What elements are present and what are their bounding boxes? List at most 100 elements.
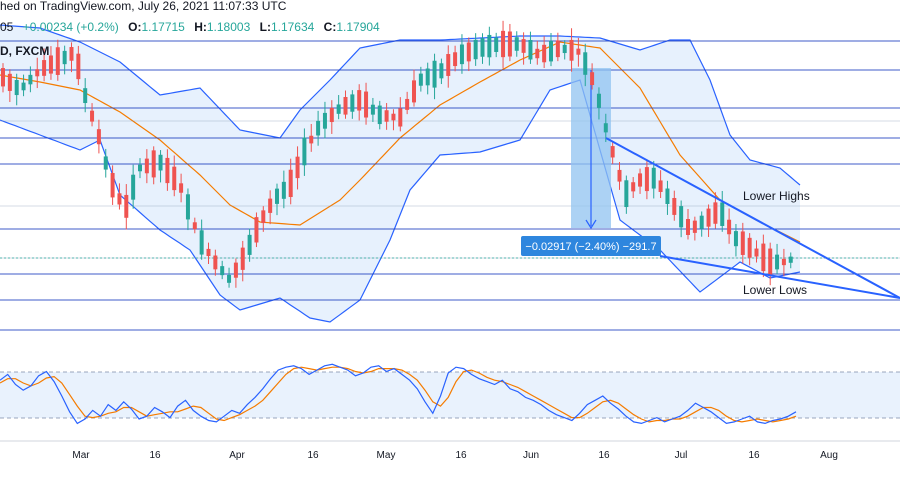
candle-body [720, 202, 725, 226]
candle-body [364, 91, 369, 118]
candle-body [439, 63, 444, 79]
candle-body [528, 39, 533, 60]
candle-body [83, 88, 88, 104]
candle-body [206, 248, 211, 257]
candle-body [131, 174, 136, 200]
candle-body [96, 129, 101, 145]
candle-body [775, 254, 780, 270]
candle-body [494, 37, 499, 52]
candle-body [261, 210, 266, 224]
x-tick-label: Jun [523, 450, 539, 461]
candle-body [542, 44, 547, 63]
candle-body [617, 169, 622, 182]
candle-body [275, 188, 279, 204]
candle-body [377, 105, 382, 125]
candle-body [583, 52, 588, 75]
candle-body [117, 193, 122, 205]
candle-body [199, 230, 204, 255]
header-change: +0.00234 (+0.2%) [23, 20, 119, 34]
header-price-prefix: 05 [0, 20, 14, 34]
x-axis: Mar 16 Apr 16 May 16 Jun 16 Jul 16 Aug [0, 440, 900, 461]
candle-body [768, 248, 773, 276]
candle-body [268, 198, 273, 213]
measure-tool [571, 68, 611, 230]
candle-body [343, 96, 348, 115]
stochastic-oscillator [0, 363, 900, 425]
header-open: 1.17715 [141, 20, 185, 34]
measure-label-bg [521, 236, 661, 256]
horizontal-levels [0, 40, 900, 331]
candle-body [179, 183, 184, 193]
candle-body [549, 40, 553, 62]
x-tick-label: 16 [748, 450, 760, 461]
x-tick-label: Jul [675, 450, 688, 461]
x-tick-label: 16 [149, 450, 161, 461]
candle-body [418, 73, 423, 86]
candle-body [69, 47, 74, 61]
candle-body [487, 34, 492, 58]
lower-lows-label: Lower Lows [743, 283, 807, 297]
x-tick-label: Apr [229, 450, 245, 461]
candle-body [158, 154, 163, 171]
candlesticks [1, 20, 793, 288]
candle-body [603, 123, 608, 133]
measure-label: −0.02917 (−2.40%) −291.7 [525, 241, 656, 253]
candle-body [295, 156, 300, 179]
candle-body [535, 48, 540, 59]
header-published-line: hed on TradingView.com, July 26, 2021 11… [0, 0, 287, 13]
candle-body [569, 39, 574, 61]
candle-body [336, 104, 341, 114]
candle-body [138, 164, 142, 172]
candle-body [459, 44, 464, 65]
candle-body [247, 234, 252, 255]
measure-arrow-head [585, 219, 597, 230]
candle-body [124, 194, 129, 218]
x-tick-label: Mar [72, 450, 90, 461]
header-close: 1.17904 [336, 20, 380, 34]
candle-body [55, 47, 60, 75]
x-tick-label: Aug [820, 450, 838, 461]
candle-body [706, 208, 711, 227]
candle-body [42, 60, 47, 76]
candle-body [357, 90, 362, 111]
candle-body [76, 53, 81, 80]
header-quote-line: 05 +0.00234 (+0.2%) O:1.17715 H:1.18003 … [0, 20, 380, 34]
candle-body [740, 231, 745, 255]
x-tick-label: 16 [455, 450, 467, 461]
candle-body [624, 180, 629, 208]
candle-body [309, 135, 314, 144]
candle-body [658, 180, 663, 192]
candle-body [233, 262, 238, 278]
candle-body [240, 247, 245, 270]
candle-body [28, 74, 33, 85]
candle-body [480, 38, 485, 57]
candle-body [733, 231, 738, 247]
candle-body [761, 243, 766, 272]
candle-body [220, 266, 225, 276]
candle-body [329, 107, 334, 123]
candle-body [562, 44, 567, 54]
candle-body [302, 137, 307, 166]
candle-body [644, 167, 649, 192]
candle-body [405, 98, 410, 110]
candle-body [686, 219, 690, 235]
candle-body [14, 80, 19, 96]
candle-body [254, 217, 259, 243]
candle-body [576, 48, 581, 55]
candle-body [713, 202, 718, 224]
candle-body [555, 40, 560, 58]
candle-body [192, 222, 197, 230]
stochastic-k-line [0, 363, 797, 425]
lower-lows-trendline [659, 255, 900, 299]
header-symbol: D, FXCM [0, 44, 49, 58]
candle-body [514, 37, 519, 51]
candle-body [446, 54, 451, 76]
candle-body [610, 146, 615, 158]
candle-body [672, 197, 677, 215]
candle-body [501, 30, 506, 58]
lower-highs-trendline [605, 137, 900, 299]
candle-body [370, 104, 375, 115]
candle-body [213, 255, 218, 270]
